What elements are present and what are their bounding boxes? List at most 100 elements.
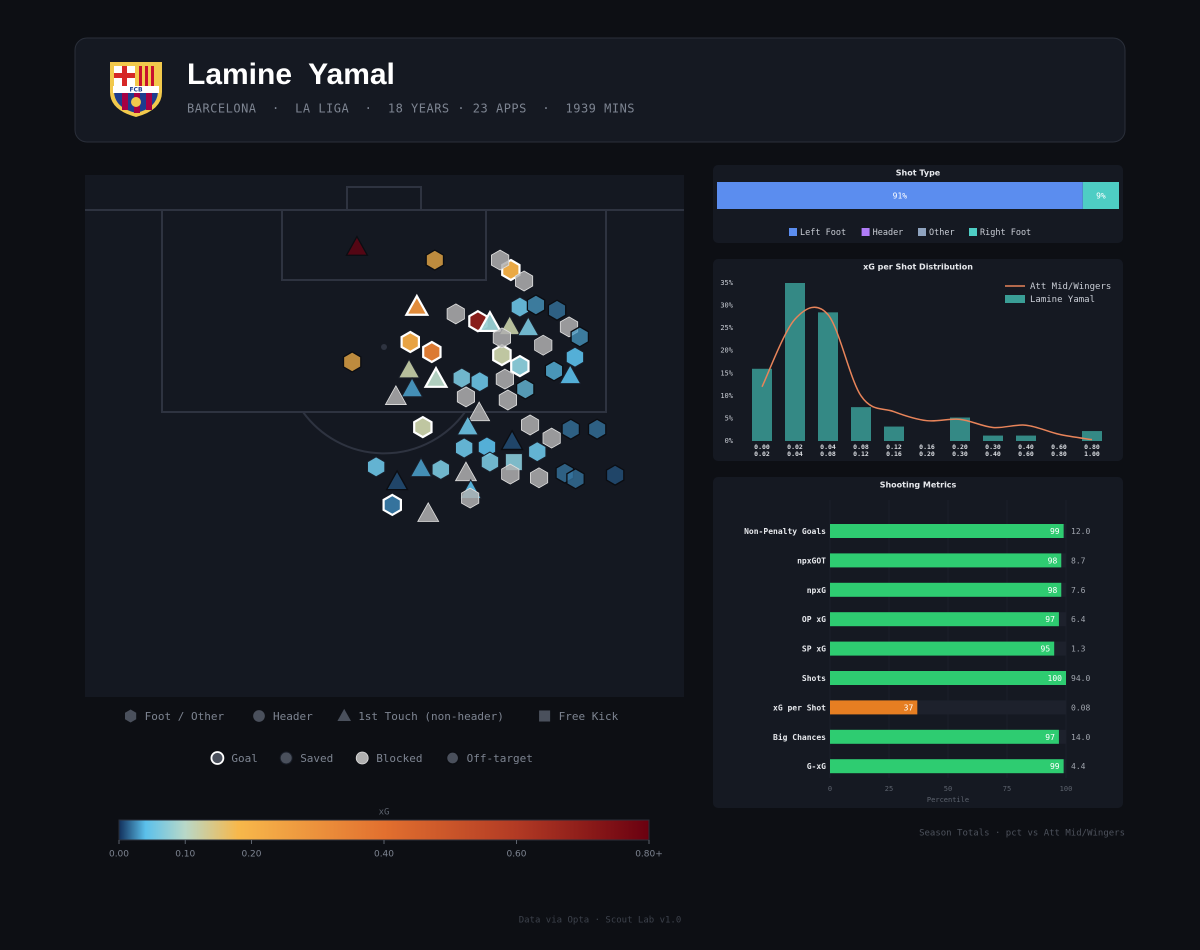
legend-label: Free Kick (559, 710, 619, 723)
bar (884, 426, 904, 441)
category-label: npxGOT (797, 556, 826, 565)
raw-value: 7.6 (1071, 586, 1086, 595)
bar (830, 612, 1059, 627)
shot (534, 334, 553, 356)
shot (400, 330, 420, 354)
legend-marker (279, 751, 293, 765)
legend-label: Att Mid/Wingers (1030, 282, 1111, 292)
shot (446, 303, 465, 325)
legend-marker (445, 751, 460, 765)
raw-value: 94.0 (1071, 674, 1090, 683)
x-tick-label: 0.30 (985, 443, 1001, 451)
y-tick-label: 30% (720, 302, 733, 310)
shot (495, 368, 514, 390)
panel-title: xG per Shot Distribution (863, 263, 973, 272)
raw-value: 8.7 (1071, 556, 1086, 565)
benchmark-line (761, 306, 1093, 441)
x-tick-label: 25 (885, 785, 893, 793)
legend-label: Off-target (467, 752, 533, 765)
legend-label: Left Foot (800, 228, 846, 238)
shot (461, 487, 480, 509)
shot (605, 464, 625, 486)
y-tick-label: 35% (720, 279, 733, 287)
panel-title: Shot Type (896, 169, 941, 178)
bar-value-label: 99 (1050, 527, 1060, 536)
bar (1082, 431, 1102, 441)
shot (382, 493, 402, 517)
legend-swatch (918, 228, 926, 236)
x-tick-label: 0.60 (1018, 450, 1034, 458)
legend-label: Goal (231, 752, 258, 765)
x-tick-label: 0.08 (853, 443, 869, 451)
shot (452, 367, 471, 389)
legend-marker (125, 709, 137, 723)
shot (561, 418, 581, 440)
bar-value-label: 99 (1050, 762, 1060, 771)
shot (480, 451, 500, 473)
colorbar-label: xG (379, 808, 390, 818)
raw-value: 12.0 (1071, 527, 1090, 536)
bar (830, 524, 1064, 538)
legend-marker (539, 710, 551, 722)
shot (566, 468, 585, 490)
shot (470, 371, 489, 393)
shot (477, 309, 503, 333)
x-tick-label: 1.00 (1084, 450, 1100, 458)
legend-marker (253, 710, 265, 722)
shot (570, 326, 590, 348)
header-card (74, 37, 1126, 143)
legend-label: Right Foot (980, 228, 1031, 238)
legend-label: Foot / Other (145, 710, 225, 723)
x-tick-label: 0.16 (886, 450, 902, 458)
pitch (85, 175, 684, 697)
player-subtitle: BARCELONA · LA LIGA · 18 YEARS · 23 APPS… (187, 102, 635, 116)
shot (510, 296, 529, 318)
shot (492, 327, 512, 349)
x-tick-label: 0.12 (853, 450, 869, 458)
penalty-spot (381, 344, 387, 350)
shot (587, 418, 607, 440)
shot (397, 358, 421, 379)
shot (530, 467, 549, 489)
legend-marker (355, 751, 369, 765)
bar (830, 671, 1066, 685)
shot (454, 461, 478, 482)
shot (431, 458, 450, 480)
bar-label: 91% (893, 192, 908, 201)
shot (345, 235, 369, 256)
category-label: OP xG (802, 615, 826, 624)
bar-value-label: 97 (1045, 615, 1055, 624)
category-label: xG per Shot (773, 703, 826, 712)
legend-label: 1st Touch (non-header) (358, 710, 504, 723)
raw-value: 1.3 (1071, 645, 1086, 654)
raw-value: 0.08 (1071, 703, 1090, 712)
bar-value-label: 98 (1048, 586, 1058, 595)
bar (830, 553, 1062, 568)
x-tick-label: 0.30 (952, 450, 968, 458)
bar (830, 729, 1059, 744)
raw-value: 6.4 (1071, 615, 1086, 624)
colorbar-tick-label: 0.20 (241, 850, 261, 860)
bar (830, 700, 918, 715)
shot (422, 340, 442, 364)
bar-value-label: 97 (1045, 733, 1055, 742)
footnote: Season Totals · pct vs Att Mid/Wingers (919, 829, 1125, 839)
x-tick-label: 0 (828, 785, 832, 793)
legend-swatch (1005, 295, 1025, 303)
shot (342, 351, 362, 373)
shot (468, 401, 491, 422)
shot (558, 363, 582, 385)
shot (492, 343, 512, 367)
shot (526, 294, 546, 316)
crest (110, 62, 162, 117)
x-tick-label: 0.80 (1084, 443, 1100, 451)
category-label: npxG (807, 586, 826, 595)
x-tick-label: 0.80 (1051, 450, 1067, 458)
raw-value: 4.4 (1071, 762, 1086, 771)
x-tick-label: 0.12 (886, 443, 902, 451)
bar (950, 417, 970, 441)
shot (367, 456, 386, 478)
shot (501, 463, 520, 485)
shot (515, 378, 535, 400)
